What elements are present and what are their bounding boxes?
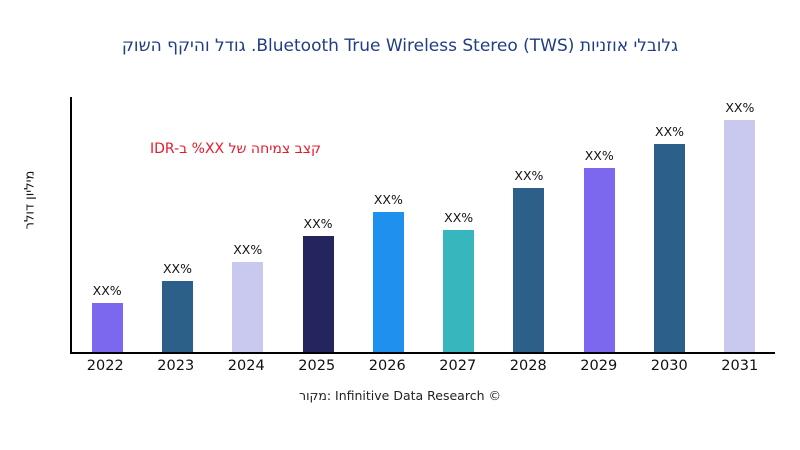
x-tick-2025: 2025 bbox=[298, 358, 336, 374]
plot-area: IDR-ב %XX לש החימצ בצק XX% XX% XX% XX% XX% XX… bbox=[70, 97, 775, 354]
x-axis-ticks: 2022 2023 2024 2025 2026 2027 2028 2029 2030 2031 bbox=[70, 358, 775, 374]
bar-2029 bbox=[583, 168, 615, 352]
source-caption: רוקמ: Infinitive Data Research © bbox=[299, 388, 501, 403]
bar-value-label: XX% bbox=[444, 210, 474, 225]
bar-2023 bbox=[161, 281, 193, 352]
bar-slot: XX% bbox=[423, 97, 493, 352]
x-tick-2028: 2028 bbox=[509, 358, 547, 374]
bar-slot: XX% bbox=[705, 97, 775, 352]
bar-value-label: XX% bbox=[162, 261, 192, 276]
bar-slot: XX% bbox=[283, 97, 353, 352]
y-axis-label: רלוד ןוילימ bbox=[22, 170, 38, 230]
bar-value-label: XX% bbox=[725, 100, 755, 115]
bar-2026 bbox=[372, 212, 404, 352]
bar-2030 bbox=[654, 144, 686, 352]
bar-value-label: XX% bbox=[514, 168, 544, 183]
bar-2028 bbox=[513, 188, 545, 352]
x-tick-2030: 2030 bbox=[650, 358, 688, 374]
bar-2024 bbox=[232, 262, 264, 352]
x-tick-2024: 2024 bbox=[227, 358, 265, 374]
bar-slot: XX% bbox=[353, 97, 423, 352]
bar-slot: XX% bbox=[142, 97, 212, 352]
bar-value-label: XX% bbox=[655, 124, 685, 139]
bar-slot: XX% bbox=[213, 97, 283, 352]
bar-value-label: XX% bbox=[303, 216, 333, 231]
bar-value-label: XX% bbox=[584, 148, 614, 163]
x-tick-2029: 2029 bbox=[580, 358, 618, 374]
bar-2031 bbox=[724, 120, 756, 352]
bar-2025 bbox=[302, 236, 334, 352]
bar-2022 bbox=[91, 303, 123, 352]
bar-value-label: XX% bbox=[373, 192, 403, 207]
bar-value-label: XX% bbox=[233, 242, 263, 257]
growth-annotation: IDR-ב %XX לש החימצ בצק bbox=[150, 141, 321, 157]
bar-value-label: XX% bbox=[92, 283, 122, 298]
bar-slot: XX% bbox=[564, 97, 634, 352]
x-tick-2031: 2031 bbox=[721, 358, 759, 374]
bars-container: XX% XX% XX% XX% XX% XX% XX% XX% XX% XX% bbox=[72, 97, 775, 352]
bar-slot: XX% bbox=[494, 97, 564, 352]
bar-slot: XX% bbox=[72, 97, 142, 352]
bar-slot: XX% bbox=[634, 97, 704, 352]
chart-title: קושה ףקיהו לדוג .Bluetooth True Wireless… bbox=[121, 36, 679, 56]
bar-2027 bbox=[443, 230, 475, 352]
x-tick-2022: 2022 bbox=[86, 358, 124, 374]
x-tick-2027: 2027 bbox=[439, 358, 477, 374]
x-tick-2026: 2026 bbox=[368, 358, 406, 374]
x-tick-2023: 2023 bbox=[157, 358, 195, 374]
